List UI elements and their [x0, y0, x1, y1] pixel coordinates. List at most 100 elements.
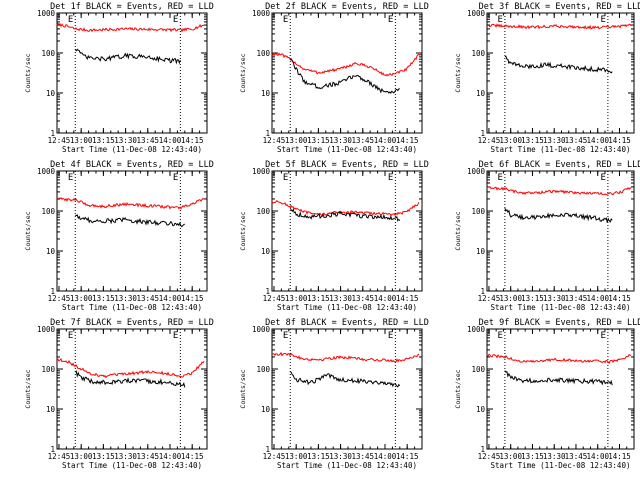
- x-axis-label: Start Time (11-Dec-08 12:43:40): [277, 461, 417, 470]
- x-tick-label: 13:00: [285, 452, 308, 461]
- x-tick-label: 14:00: [586, 294, 609, 303]
- eclipse-marker-label: E: [497, 331, 502, 341]
- series-events-line: [504, 55, 613, 74]
- y-axis-label: Counts/sec: [239, 211, 247, 250]
- x-axis-label: Start Time (11-Dec-08 12:43:40): [491, 145, 631, 154]
- plot-frame: [271, 12, 423, 134]
- plot-frame: [56, 170, 208, 292]
- x-tick-label: 14:15: [608, 452, 631, 461]
- chart-title: Det 3f BLACK = Events, RED = LLD: [479, 2, 640, 12]
- series-events-line: [289, 58, 400, 94]
- chart-title: Det 2f BLACK = Events, RED = LLD: [265, 2, 429, 12]
- eclipse-marker-label: E: [283, 173, 288, 183]
- plot-frame: [56, 328, 208, 450]
- y-tick-label: 100: [41, 49, 55, 58]
- chart-title: Det 4f BLACK = Events, RED = LLD: [50, 160, 214, 170]
- x-tick-label: 13:30: [114, 452, 137, 461]
- x-tick-label: 14:15: [181, 294, 204, 303]
- eclipse-marker-label: E: [497, 15, 502, 25]
- y-axis-label: Counts/sec: [239, 53, 247, 92]
- y-tick-label: 100: [471, 365, 485, 374]
- x-axis-label: Start Time (11-Dec-08 12:43:40): [62, 145, 202, 154]
- x-axis-label: Start Time (11-Dec-08 12:43:40): [277, 303, 417, 312]
- series-lld-line: [271, 351, 420, 363]
- x-tick-label: 13:00: [70, 294, 93, 303]
- x-axis-label: Start Time (11-Dec-08 12:43:40): [491, 303, 631, 312]
- eclipse-marker-label: E: [173, 173, 178, 183]
- x-tick-label: 14:00: [586, 136, 609, 145]
- y-tick-label: 100: [256, 49, 270, 58]
- eclipse-marker-label: E: [283, 331, 288, 341]
- x-tick-label: 13:30: [114, 294, 137, 303]
- y-tick-label: 100: [41, 365, 55, 374]
- series-lld-line: [486, 23, 632, 30]
- x-tick-label: 13:45: [137, 452, 160, 461]
- chart-panel-4: Det 4f BLACK = Events, RED = LLD 1 10 100 10…: [24, 160, 214, 312]
- series-events-line: [504, 370, 613, 386]
- x-tick-label: 14:15: [181, 136, 204, 145]
- series-events-line: [74, 48, 181, 65]
- x-tick-label: 13:45: [565, 136, 588, 145]
- chart-panel-1: Det 1f BLACK = Events, RED = LLD 1 10 100 10…: [24, 2, 214, 154]
- x-tick-label: 13:00: [70, 136, 93, 145]
- eclipse-marker-label: E: [600, 15, 605, 25]
- series-lld-line: [56, 22, 205, 33]
- y-axis-label: Counts/sec: [24, 53, 32, 92]
- chart-title: Det 7f BLACK = Events, RED = LLD: [50, 318, 214, 328]
- chart-panel-5: Det 5f BLACK = Events, RED = LLD 1 10 100 10…: [239, 160, 429, 312]
- x-tick-label: 13:30: [329, 452, 352, 461]
- series-lld-line: [486, 353, 632, 365]
- chart-panel-7: Det 7f BLACK = Events, RED = LLD 1 10 100 10…: [24, 318, 214, 470]
- y-tick-label: 10: [261, 247, 271, 256]
- x-tick-label: 13:00: [70, 452, 93, 461]
- y-tick-label: 1: [265, 445, 270, 454]
- x-tick-label: 13:15: [521, 136, 544, 145]
- chart-panel-6: Det 6f BLACK = Events, RED = LLD 1 10 100 10…: [454, 160, 640, 312]
- x-tick-label: 12:45: [478, 452, 501, 461]
- x-axis-label: Start Time (11-Dec-08 12:43:40): [62, 461, 202, 470]
- x-tick-label: 13:45: [565, 452, 588, 461]
- x-axis-label: Start Time (11-Dec-08 12:43:40): [62, 303, 202, 312]
- eclipse-marker-label: E: [173, 331, 178, 341]
- x-tick-label: 12:45: [263, 294, 286, 303]
- x-tick-label: 13:15: [521, 294, 544, 303]
- y-tick-label: 10: [476, 247, 486, 256]
- series-lld-line: [486, 186, 632, 196]
- x-tick-label: 14:00: [159, 294, 182, 303]
- chart-panel-8: Det 8f BLACK = Events, RED = LLD 1 10 100 10…: [239, 318, 429, 470]
- y-tick-label: 10: [46, 405, 56, 414]
- series-lld-line: [271, 52, 420, 77]
- x-tick-label: 12:45: [263, 452, 286, 461]
- eclipse-marker-label: E: [600, 331, 605, 341]
- x-tick-label: 13:15: [92, 452, 115, 461]
- x-tick-label: 13:00: [499, 452, 522, 461]
- x-tick-label: 13:45: [352, 452, 375, 461]
- y-tick-label: 1000: [467, 325, 486, 334]
- x-tick-label: 13:45: [137, 136, 160, 145]
- x-tick-label: 13:45: [352, 136, 375, 145]
- y-tick-label: 1: [265, 129, 270, 138]
- eclipse-marker-label: E: [600, 173, 605, 183]
- plot-frame: [271, 328, 423, 450]
- x-tick-label: 13:00: [285, 294, 308, 303]
- eclipse-marker-label: E: [173, 15, 178, 25]
- x-tick-label: 14:15: [396, 294, 419, 303]
- y-tick-label: 1000: [37, 325, 56, 334]
- y-tick-label: 100: [256, 365, 270, 374]
- eclipse-marker-label: E: [68, 173, 73, 183]
- x-tick-label: 14:00: [374, 452, 397, 461]
- x-tick-label: 13:00: [499, 136, 522, 145]
- x-tick-label: 13:30: [543, 136, 566, 145]
- y-tick-label: 10: [46, 247, 56, 256]
- eclipse-marker-label: E: [68, 15, 73, 25]
- series-lld-line: [271, 200, 420, 217]
- x-tick-label: 12:45: [48, 294, 71, 303]
- y-tick-label: 1000: [252, 325, 271, 334]
- x-tick-label: 13:30: [329, 294, 352, 303]
- y-tick-label: 10: [46, 89, 56, 98]
- x-tick-label: 13:00: [499, 294, 522, 303]
- y-axis-label: Counts/sec: [24, 369, 32, 408]
- plot-frame: [486, 328, 635, 450]
- eclipse-marker-label: E: [388, 15, 393, 25]
- plot-frame: [56, 12, 208, 134]
